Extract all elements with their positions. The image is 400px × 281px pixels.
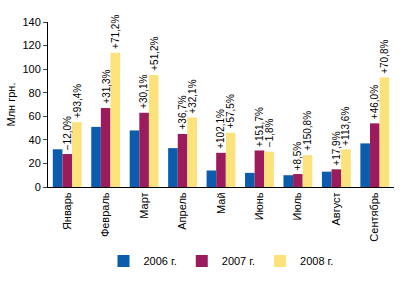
svg-text:40: 40	[29, 134, 41, 146]
svg-text:+30,1%: +30,1%	[138, 75, 149, 109]
svg-text:Март: Март	[138, 192, 150, 218]
svg-text:+8,5%: +8,5%	[292, 142, 303, 171]
svg-text:Июнь: Июнь	[253, 192, 265, 220]
svg-text:Июль: Июль	[291, 192, 303, 220]
svg-text:+46,0%: +46,0%	[369, 85, 380, 119]
svg-text:+71,2%: +71,2%	[110, 15, 121, 49]
svg-text:+36,7%: +36,7%	[177, 95, 188, 129]
svg-text:Май: Май	[215, 192, 227, 214]
svg-text:+51,2%: +51,2%	[149, 36, 160, 70]
svg-text:+31,3%: +31,3%	[101, 69, 112, 103]
svg-text:2008 г.: 2008 г.	[300, 255, 333, 267]
svg-text:20: 20	[29, 157, 41, 169]
svg-text:Апрель: Апрель	[176, 192, 188, 230]
svg-text:Август: Август	[330, 192, 342, 225]
svg-text:+17,9%: +17,9%	[331, 131, 342, 165]
svg-text:80: 80	[29, 87, 41, 99]
svg-text:0: 0	[35, 181, 41, 193]
svg-text:+57,5%: +57,5%	[225, 94, 236, 128]
svg-text:Сентябрь: Сентябрь	[368, 192, 380, 242]
svg-text:100: 100	[22, 63, 40, 75]
svg-text:+151,7%: +151,7%	[254, 107, 265, 147]
svg-text:+93,4%: +93,4%	[72, 84, 83, 118]
svg-text:Январь: Январь	[61, 192, 73, 230]
svg-text:+113,6%: +113,6%	[340, 107, 351, 146]
svg-text:60: 60	[29, 110, 41, 122]
svg-text:+102,1%: +102,1%	[215, 109, 226, 149]
svg-text:+70,8%: +70,8%	[379, 39, 390, 73]
svg-text:+150,8%: +150,8%	[302, 111, 313, 151]
svg-text:Млн грн.: Млн грн.	[5, 83, 17, 127]
svg-text:2007 г.: 2007 г.	[222, 255, 255, 267]
svg-text:−12,0%: −12,0%	[62, 116, 73, 150]
svg-text:+32,1%: +32,1%	[187, 79, 198, 113]
svg-text:−1,8%: −1,8%	[264, 118, 275, 147]
svg-text:120: 120	[22, 39, 40, 51]
svg-text:2006 г.: 2006 г.	[144, 255, 177, 267]
svg-text:Февраль: Февраль	[99, 192, 111, 237]
svg-text:140: 140	[22, 16, 40, 28]
